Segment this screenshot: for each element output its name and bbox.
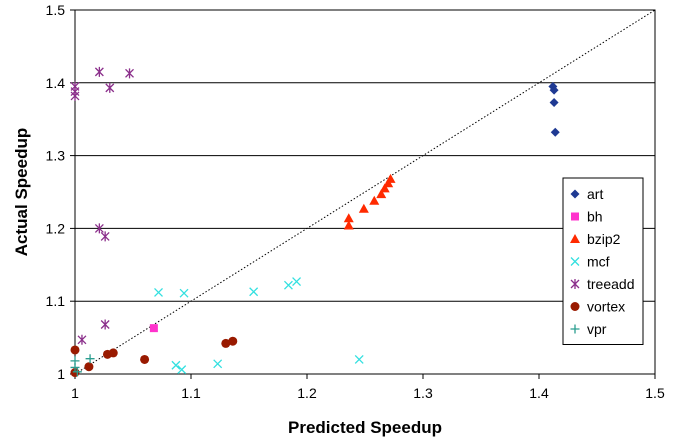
legend-marker-art <box>570 189 580 199</box>
data-point-vortex <box>140 354 150 364</box>
data-point-treeadd <box>105 82 115 93</box>
data-point-mcf <box>171 360 181 370</box>
y-tick-label: 1.1 <box>46 293 66 309</box>
data-point-mcf <box>213 359 223 369</box>
data-point-treeadd <box>94 66 104 77</box>
series-mcf <box>154 277 364 375</box>
legend: art bh bzip2 mcf treeadd vortex vpr <box>562 177 644 345</box>
data-point-art <box>549 85 559 95</box>
data-point-treeadd <box>70 90 80 101</box>
y-tick-label: 1.5 <box>46 2 66 18</box>
y-tick-label: 1 <box>57 366 65 382</box>
series-treeadd <box>70 66 134 345</box>
data-point-mcf <box>249 287 259 297</box>
legend-marker-treeadd <box>570 279 580 289</box>
x-tick-label: 1.5 <box>645 385 665 401</box>
y-tick-label: 1.2 <box>46 220 66 236</box>
legend-label: vortex <box>587 299 625 315</box>
series-bzip2 <box>343 173 396 230</box>
legend-label: vpr <box>587 321 607 337</box>
data-point-mcf <box>154 288 163 297</box>
reference-diagonal-line <box>74 9 656 375</box>
data-point-bzip2 <box>343 220 354 230</box>
legend-item-vpr: vpr <box>570 321 607 337</box>
data-point-vortex <box>70 345 80 355</box>
series-art <box>548 81 560 137</box>
plot-area-frame <box>74 9 656 375</box>
data-point-bzip2 <box>369 195 380 205</box>
data-point-mcf <box>354 354 364 364</box>
data-point-art <box>549 97 559 107</box>
y-tick-label: 1.3 <box>46 148 66 164</box>
legend-marker-vortex <box>570 302 580 311</box>
data-point-treeadd <box>77 334 87 345</box>
y-axis-ticks: 1 1.1 1.2 1.3 1.4 1.5 <box>46 2 75 382</box>
series-bh <box>149 324 158 333</box>
x-tick-label: 1.4 <box>529 385 549 401</box>
x-axis-title: Predicted Speedup <box>288 418 442 437</box>
legend-label: bzip2 <box>587 231 621 247</box>
data-point-bzip2 <box>379 183 390 193</box>
legend-item-treeadd: treeadd <box>570 276 634 292</box>
x-tick-label: 1.1 <box>181 385 201 401</box>
legend-label: bh <box>587 209 603 225</box>
legend-marker-bh <box>571 212 579 221</box>
y-axis-title: Actual Speedup <box>12 128 31 256</box>
data-point-vpr <box>72 367 82 377</box>
data-point-mcf <box>283 280 293 290</box>
data-point-vpr <box>70 362 80 372</box>
series-vortex <box>70 336 238 378</box>
legend-item-bh: bh <box>571 209 603 225</box>
legend-marker-mcf <box>570 257 580 266</box>
legend-item-vortex: vortex <box>570 299 625 315</box>
legend-box <box>562 177 644 345</box>
data-point-treeadd <box>100 231 110 242</box>
legend-label: art <box>587 186 603 202</box>
y-tick-label: 1.4 <box>46 75 66 91</box>
x-tick-label: 1.3 <box>413 385 433 401</box>
series-vpr <box>70 354 95 377</box>
legend-item-mcf: mcf <box>570 254 610 270</box>
data-point-vortex <box>221 338 231 348</box>
legend-label: mcf <box>587 254 610 270</box>
data-point-vortex <box>228 336 238 346</box>
data-point-treeadd <box>100 319 110 330</box>
data-points <box>70 66 560 378</box>
data-point-treeadd <box>94 223 104 234</box>
x-tick-label: 1 <box>71 385 79 401</box>
data-point-art <box>550 127 560 137</box>
legend-item-art: art <box>570 186 603 202</box>
data-point-mcf <box>177 365 187 375</box>
data-point-mcf <box>292 277 302 287</box>
legend-item-bzip2: bzip2 <box>570 231 621 247</box>
data-point-treeadd <box>125 68 134 79</box>
data-point-bzip2 <box>376 189 387 199</box>
data-point-vpr <box>85 354 95 364</box>
data-point-vortex <box>84 362 94 372</box>
data-point-vortex <box>108 348 118 358</box>
data-point-mcf <box>179 288 189 298</box>
legend-label: treeadd <box>587 276 634 292</box>
data-point-bzip2 <box>343 213 354 223</box>
data-point-bh <box>149 324 158 333</box>
data-point-bzip2 <box>385 173 396 183</box>
x-tick-label: 1.2 <box>297 385 317 401</box>
legend-marker-bzip2 <box>570 234 580 243</box>
legend-marker-vpr <box>570 324 580 334</box>
data-point-bzip2 <box>358 203 369 213</box>
x-axis-ticks: 1 1.1 1.2 1.3 1.4 1.5 <box>71 374 665 401</box>
